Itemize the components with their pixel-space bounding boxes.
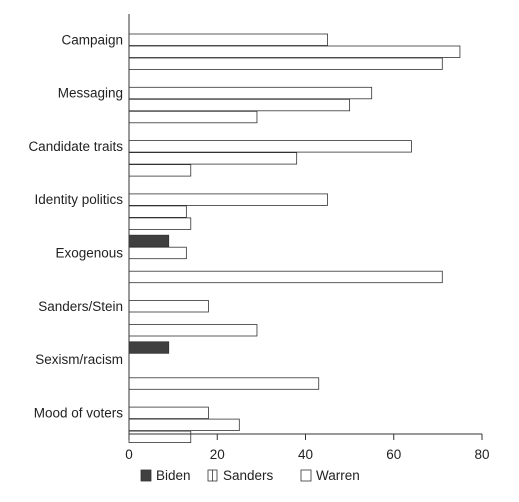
x-tick-label: 80 — [474, 447, 489, 462]
bar-sanders-campaign — [128, 33, 328, 46]
bar-sanders-mood-of-voters — [128, 406, 209, 420]
bar-warren-mood-of-voters — [128, 418, 240, 432]
bar-warren-2-sanders-stein — [128, 324, 258, 337]
bar-sanders-exogenous — [128, 246, 187, 260]
category-label: Mood of voters — [34, 405, 124, 420]
x-tick-label: 0 — [125, 447, 133, 462]
x-axis: 0 20 40 60 80 — [125, 14, 490, 462]
category-label: Sexism/racism — [35, 352, 123, 367]
plot-area — [128, 33, 461, 444]
bar-warren-messaging — [128, 98, 351, 112]
legend-label: Biden — [156, 468, 191, 483]
bar-warren-2-candidate-traits — [128, 164, 192, 177]
bar-warren-identity-politics — [128, 205, 187, 218]
category-label: Messaging — [58, 86, 123, 101]
bar-warren-2-mood-of-voters — [128, 430, 192, 444]
legend-label: Warren — [316, 468, 360, 483]
bar-warren-2-sexism-racism — [128, 377, 320, 390]
bar-warren-candidate-traits — [128, 152, 298, 165]
category-label: Identity politics — [34, 192, 123, 207]
legend-item-sanders: Sanders — [207, 468, 274, 483]
legend-item-warren: Warren — [300, 468, 360, 483]
legend-label: Sanders — [223, 468, 274, 483]
bar-warren-campaign — [128, 45, 461, 58]
legend: Biden Sanders Warren — [140, 468, 360, 483]
bar-warren-2-messaging — [128, 110, 258, 124]
legend-swatch-biden — [140, 469, 152, 482]
category-labels: Campaign Messaging Candidate traits Identit… — [28, 32, 123, 420]
bar-sanders-sanders-stein — [128, 300, 209, 313]
category-label: Candidate traits — [28, 139, 123, 154]
legend-swatch-warren — [300, 469, 312, 482]
bar-warren-2-campaign — [128, 57, 443, 70]
category-label: Campaign — [61, 32, 123, 47]
bar-sanders-messaging — [128, 86, 373, 100]
bar-warren-2-exogenous — [128, 270, 443, 284]
bar-biden-sexism-racism — [128, 341, 170, 354]
bar-sanders-identity-politics — [128, 193, 328, 206]
category-label: Sanders/Stein — [38, 299, 123, 314]
category-label: Exogenous — [55, 245, 123, 260]
x-tick-label: 40 — [298, 447, 313, 462]
x-tick-label: 20 — [210, 447, 225, 462]
legend-item-biden: Biden — [140, 468, 191, 483]
bar-biden-exogenous — [128, 234, 170, 248]
x-tick-label: 60 — [386, 447, 401, 462]
bar-sanders-candidate-traits — [128, 140, 412, 153]
bar-warren-2-identity-politics — [128, 217, 192, 230]
